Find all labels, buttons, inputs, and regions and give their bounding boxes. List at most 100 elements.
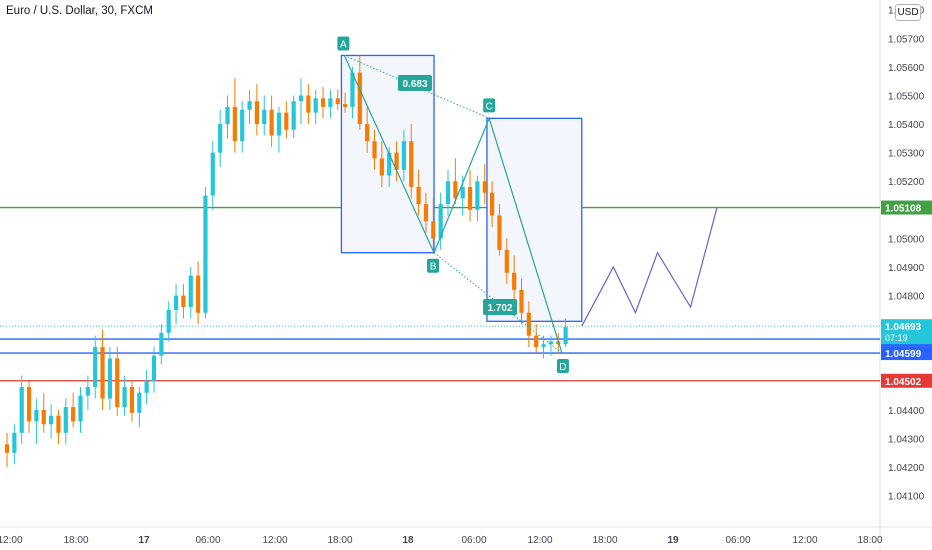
candle-body	[19, 387, 24, 433]
point-label-bg	[483, 98, 496, 113]
candle-body	[482, 181, 487, 193]
candle-body	[467, 186, 473, 210]
candle-body	[78, 395, 83, 422]
y-tick-label: 1.05400	[888, 120, 925, 131]
candle-body	[313, 98, 318, 113]
candle-body	[173, 295, 179, 310]
x-tick-label: 06:00	[461, 535, 486, 546]
point-label-text: B	[430, 262, 437, 273]
candle-body	[475, 181, 480, 210]
candle-body	[387, 152, 392, 176]
candle-body	[26, 387, 32, 422]
candle-body	[254, 101, 259, 125]
candle-body	[372, 141, 377, 159]
candle-body	[416, 186, 421, 205]
candle-body	[12, 432, 17, 453]
candle-body	[541, 344, 546, 348]
candle-body	[269, 109, 274, 136]
candle-body	[291, 101, 296, 130]
point-label-b: B	[427, 258, 440, 273]
countdown-text: 07:19	[885, 333, 908, 343]
candle-body	[225, 106, 230, 125]
candle-body	[328, 98, 333, 107]
y-tick-label: 1.05600	[888, 63, 925, 74]
x-tick-label: 18:00	[327, 535, 352, 546]
candle-body	[240, 109, 245, 142]
candle-body	[306, 95, 311, 113]
point-label-d: D	[556, 359, 569, 374]
price-tag-bg	[881, 346, 932, 361]
y-tick-label: 1.05200	[888, 177, 925, 188]
point-label-bg	[427, 258, 440, 273]
pattern-box-cd	[486, 117, 583, 322]
candle-body	[41, 409, 46, 425]
ratio-label-bd: 1.702	[483, 299, 517, 315]
candle-body	[85, 387, 90, 396]
candle-body	[401, 141, 406, 170]
candle-body	[453, 181, 458, 199]
candle-body	[512, 272, 517, 290]
candle-body	[247, 101, 252, 110]
y-tick-label: 1.04400	[888, 406, 925, 417]
symbol-title[interactable]: Euro / U.S. Dollar, 30, FXCM	[6, 5, 153, 17]
x-tick-label: 18	[402, 535, 414, 546]
candle-body	[357, 72, 362, 125]
candle-body	[63, 407, 68, 433]
candles	[4, 55, 568, 468]
x-tick-label: 18:00	[63, 535, 88, 546]
candle-body	[379, 158, 384, 176]
candle-body	[71, 407, 76, 422]
candle-body	[519, 289, 524, 313]
y-tick-label: 1.05000	[888, 234, 925, 245]
candle-body	[122, 387, 127, 408]
candle-body	[497, 215, 502, 250]
candle-body	[262, 109, 267, 125]
point-label-c: C	[483, 98, 496, 113]
y-tick-label: 1.04800	[888, 292, 925, 303]
x-tick-label: 17	[138, 535, 150, 546]
last-price-tag-bg	[881, 319, 932, 345]
x-tick-label: 18:00	[857, 535, 882, 546]
x-tick-label: 12:00	[262, 535, 287, 546]
x-tick-label: 19	[667, 535, 679, 546]
candle-body	[232, 106, 237, 142]
candle-body	[56, 415, 61, 433]
currency-button[interactable]: USD	[895, 4, 921, 21]
candle-body	[137, 392, 142, 413]
candle-body	[548, 341, 553, 345]
candle-body	[129, 387, 135, 413]
candle-body	[445, 181, 451, 205]
candle-body	[218, 124, 223, 153]
candle-body	[181, 295, 186, 308]
y-tick-label: 1.04100	[888, 492, 925, 503]
price-tag-text: 1.04599	[885, 349, 922, 360]
y-tick-label: 1.05700	[888, 34, 925, 45]
candle-body	[394, 152, 399, 170]
candle-body	[166, 309, 171, 333]
candle-body	[34, 409, 39, 422]
candle-body	[298, 95, 304, 102]
level-price-tag: 1.04502	[881, 373, 932, 388]
ratio-label-bg	[483, 299, 517, 315]
candle-body	[107, 358, 112, 399]
x-tick-label: 12:00	[792, 535, 817, 546]
x-tick-label: 06:00	[195, 535, 220, 546]
candle-body	[409, 141, 414, 187]
point-label-a: A	[337, 36, 350, 51]
candle-body	[4, 444, 10, 453]
candle-body	[343, 104, 348, 107]
candle-body	[115, 358, 120, 408]
ratio-label-bg	[398, 75, 432, 91]
y-tick-label: 1.05300	[888, 149, 925, 160]
ratio-label-ac: 0.683	[398, 75, 432, 91]
candle-body	[423, 204, 429, 222]
point-label-text: A	[340, 39, 347, 50]
candle-body	[526, 312, 531, 336]
candle-body	[365, 124, 370, 142]
candle-body	[335, 98, 340, 105]
candle-body	[438, 204, 443, 239]
projection-path	[581, 207, 718, 327]
